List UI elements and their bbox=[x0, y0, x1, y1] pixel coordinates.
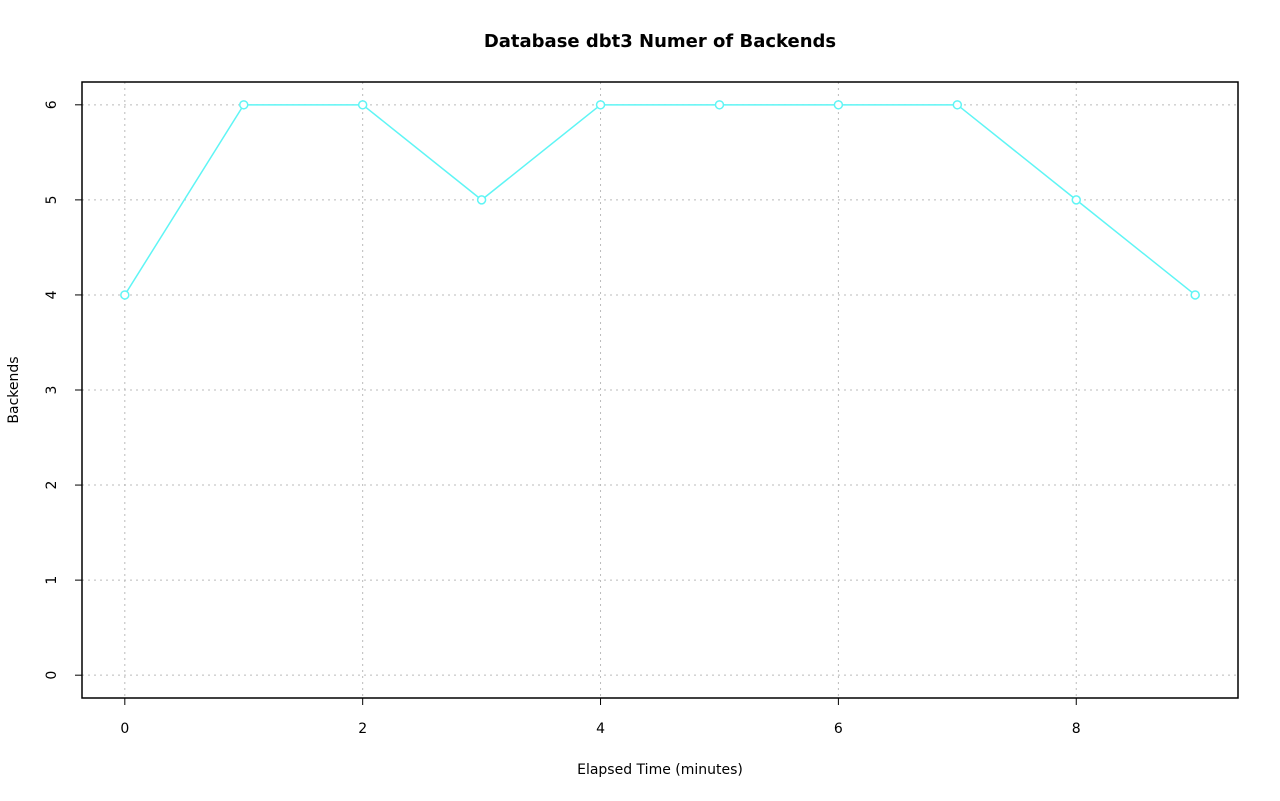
y-tick-label: 2 bbox=[44, 481, 60, 490]
x-tick-label: 2 bbox=[358, 721, 367, 737]
x-tick-label: 8 bbox=[1072, 721, 1081, 737]
x-tick-label: 0 bbox=[120, 721, 129, 737]
data-point bbox=[120, 290, 130, 300]
chart-title: Database dbt3 Numer of Backends bbox=[484, 31, 836, 52]
data-point bbox=[952, 100, 963, 110]
data-point bbox=[833, 100, 844, 110]
y-tick-label: 3 bbox=[44, 386, 60, 395]
y-axis-label: Backends bbox=[6, 356, 22, 423]
data-point bbox=[357, 100, 368, 110]
data-point bbox=[714, 100, 725, 110]
y-tick-label: 1 bbox=[44, 576, 60, 585]
data-point bbox=[238, 100, 249, 110]
plot-frame bbox=[81, 81, 1239, 699]
data-point bbox=[595, 100, 606, 110]
x-tick-label: 4 bbox=[596, 721, 605, 737]
y-tick-label: 6 bbox=[44, 100, 60, 109]
data-point bbox=[1071, 195, 1082, 205]
x-tick-label: 6 bbox=[834, 721, 843, 737]
y-tick-label: 5 bbox=[44, 195, 60, 204]
data-point bbox=[476, 195, 487, 205]
y-tick-label: 0 bbox=[44, 671, 60, 680]
y-tick-label: 4 bbox=[44, 290, 60, 299]
data-point bbox=[1190, 290, 1200, 300]
x-axis-label: Elapsed Time (minutes) bbox=[577, 762, 743, 778]
data-line bbox=[124, 104, 1196, 296]
